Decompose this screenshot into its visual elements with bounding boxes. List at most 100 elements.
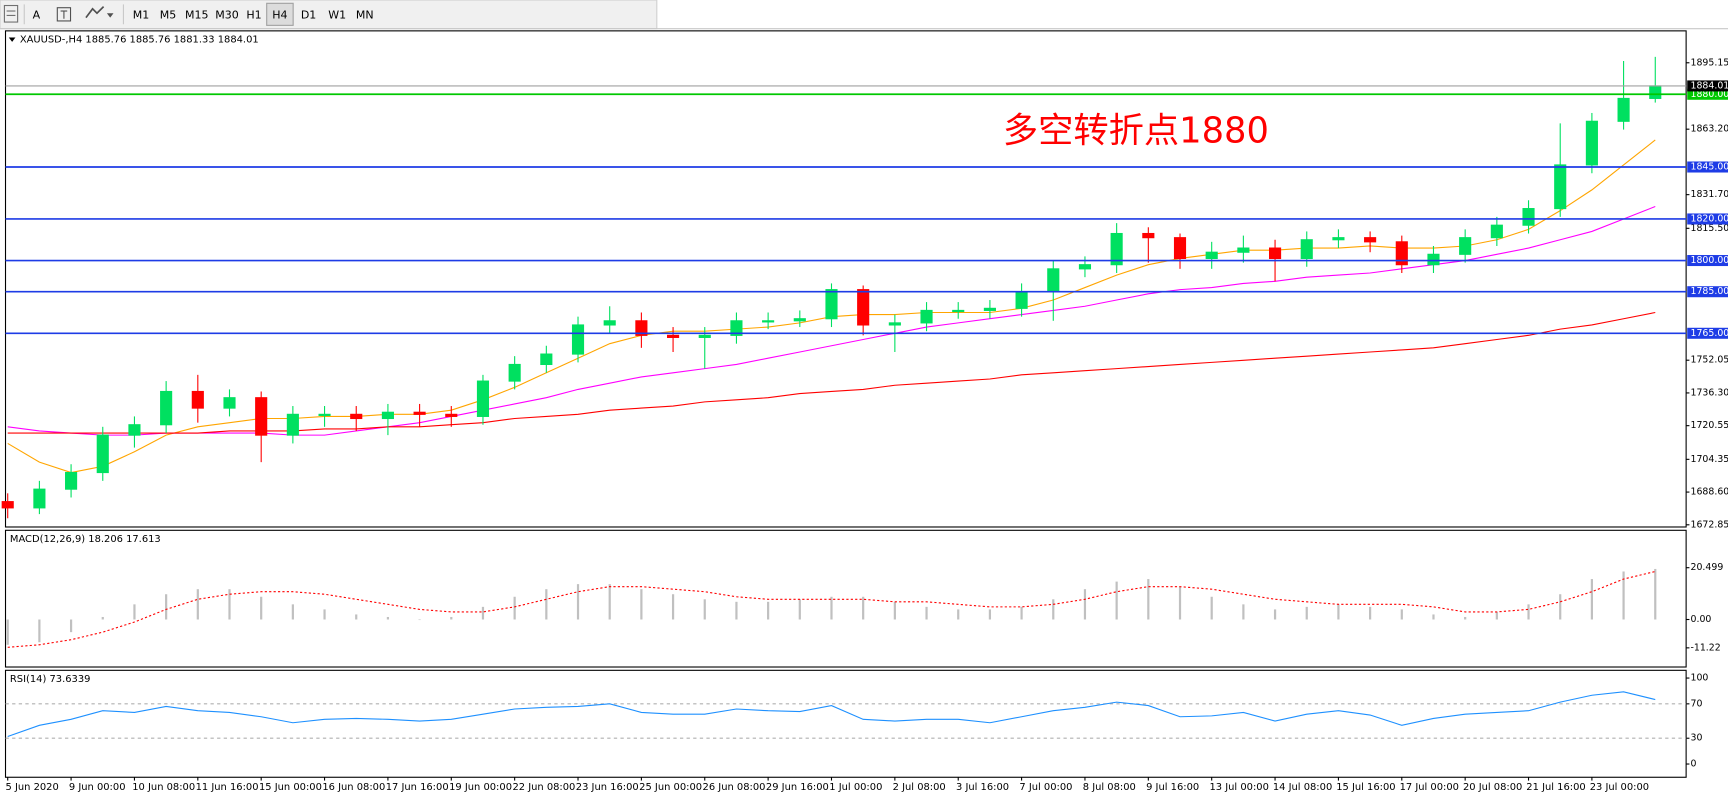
macd-bar — [640, 589, 643, 620]
y-tick-label: 1863.20 — [1691, 124, 1728, 135]
candle-body — [1205, 251, 1218, 260]
macd-bar — [957, 609, 960, 620]
moving-average — [7, 311, 1656, 434]
candle-body — [1522, 208, 1535, 226]
level-price-box — [1687, 88, 1728, 100]
macd-bar — [703, 599, 706, 620]
x-tick-label: 2 Jul 08:00 — [893, 782, 946, 793]
label-tool[interactable] — [56, 7, 72, 22]
macd-bar — [1242, 604, 1245, 620]
candle-body — [318, 413, 331, 416]
candle-body — [1078, 264, 1092, 270]
text-tool[interactable]: A — [33, 8, 41, 21]
macd-bar — [862, 596, 865, 620]
timeframe-label[interactable]: H1 — [246, 8, 261, 21]
candle-body — [1047, 268, 1060, 293]
candle-body — [667, 334, 680, 338]
candle-body — [1173, 237, 1187, 260]
x-tick-label: 16 Jun 08:00 — [322, 782, 385, 793]
macd-bar — [228, 589, 231, 620]
macd-bar — [323, 609, 326, 620]
candle-body — [255, 397, 268, 436]
x-tick-label: 11 Jun 16:00 — [196, 782, 259, 793]
candle-body — [698, 334, 711, 338]
macd-bar — [1115, 581, 1118, 620]
candle-body — [571, 324, 585, 355]
candle-body — [825, 289, 838, 320]
level-price-box — [1687, 327, 1728, 339]
candle-body — [857, 289, 870, 326]
candle-body — [1364, 237, 1377, 243]
macd-bar — [6, 619, 9, 645]
macd-bar — [1654, 568, 1657, 620]
macd-bar — [576, 584, 580, 620]
timeframe-label[interactable]: M30 — [215, 8, 239, 21]
macd-bar — [735, 601, 738, 620]
macd-bar — [1273, 609, 1277, 620]
x-tick-label: 22 Jun 08:00 — [512, 782, 575, 793]
candle-body — [286, 413, 299, 436]
y-tick-label: 0 — [1691, 759, 1697, 770]
x-tick-label: 15 Jul 16:00 — [1336, 782, 1395, 793]
shapes-tool[interactable] — [85, 6, 105, 19]
symbol-info: XAUUSD-,H4 1885.76 1885.76 1881.33 1884.… — [20, 35, 259, 46]
macd-bar — [1052, 599, 1055, 620]
macd-bar — [1622, 571, 1625, 620]
dropdown-arrow[interactable] — [106, 13, 114, 18]
candle-body — [223, 397, 236, 409]
current-price-label: 1884.01 — [1691, 80, 1728, 91]
macd-bar — [1400, 609, 1403, 620]
candle-body — [1300, 239, 1313, 260]
y-tick-label: 1688.60 — [1691, 487, 1728, 498]
y-tick-label: 1720.55 — [1691, 420, 1728, 431]
collapse-arrow[interactable] — [8, 37, 16, 42]
macd-bar — [671, 594, 675, 620]
macd-bar — [69, 619, 73, 633]
y-tick-label: 1815.50 — [1691, 223, 1728, 234]
timeframe-label[interactable]: MN — [356, 8, 374, 21]
y-tick-label: 1895.15 — [1691, 57, 1728, 68]
x-tick-label: 21 Jul 16:00 — [1526, 782, 1585, 793]
timeframe-label[interactable]: M1 — [133, 8, 150, 21]
annotation: 多空转折点1880 — [1003, 110, 1269, 151]
macd-bar — [1369, 606, 1372, 620]
macd-bar — [1559, 594, 1562, 620]
candle-body — [1427, 253, 1440, 266]
macd-title: MACD(12,26,9) 18.206 17.613 — [10, 534, 161, 545]
macd-bar — [1464, 616, 1467, 620]
candle-body — [33, 488, 46, 509]
macd-bar — [1527, 604, 1530, 620]
macd-bar — [1432, 614, 1435, 620]
x-tick-label: 17 Jul 00:00 — [1400, 782, 1459, 793]
timeframe-button[interactable] — [266, 2, 294, 26]
toolbar-icons: A — [3, 4, 124, 25]
crosshair-icon[interactable] — [3, 4, 19, 23]
timeframe-label[interactable]: M5 — [160, 8, 177, 21]
timeframe-label[interactable]: M15 — [185, 8, 209, 21]
candle-body — [1649, 85, 1662, 99]
y-tick-label: 1752.05 — [1691, 355, 1728, 366]
candle-body — [540, 353, 553, 366]
macd-bar — [1305, 606, 1308, 620]
x-tick-label: 15 Jun 00:00 — [259, 782, 322, 793]
timeframe-label[interactable]: D1 — [301, 8, 316, 21]
candle-body — [1332, 237, 1345, 241]
level-price-box — [1687, 161, 1728, 173]
x-tick-label: 8 Jul 08:00 — [1083, 782, 1136, 793]
candle-body — [1490, 224, 1503, 239]
rsi-line — [7, 691, 1656, 738]
x-tick-label: 14 Jul 08:00 — [1273, 782, 1332, 793]
macd-bar — [386, 616, 390, 620]
timeframe-label[interactable]: W1 — [328, 8, 346, 21]
macd-bar — [830, 596, 833, 620]
level-price-label: 1800.00 — [1691, 255, 1728, 266]
level-price-label: 1845.00 — [1691, 162, 1728, 173]
main-panel — [4, 30, 1687, 528]
x-tick-label: 9 Jul 16:00 — [1146, 782, 1199, 793]
timeframe-label[interactable]: H4 — [272, 8, 287, 21]
candle-body — [1, 501, 14, 509]
level-price-box — [1687, 255, 1728, 267]
candle-body — [920, 309, 933, 324]
candle-body — [730, 320, 743, 336]
